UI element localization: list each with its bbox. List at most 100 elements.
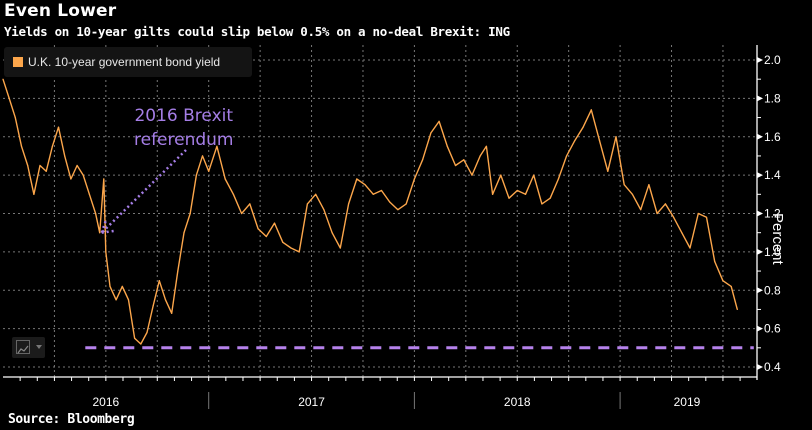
y-tick-marker [757,172,763,179]
chart-subtitle: Yields on 10-year gilts could slip below… [4,24,510,39]
data-point [389,201,391,203]
data-point [20,145,23,147]
data-point [524,193,527,195]
data-point [171,312,173,314]
data-point [623,184,625,186]
data-point [134,337,136,339]
x-tick-label: 2016 [92,395,119,409]
y-tick-label: 0.4 [764,360,781,374]
data-point [598,139,601,142]
data-point [273,222,276,224]
data-point [2,78,4,80]
y-tick-marker [757,210,763,217]
data-point [356,178,358,180]
data-point [189,212,191,215]
data-point [689,247,691,249]
data-point [491,193,494,195]
data-point [140,343,142,345]
data-point [347,203,350,205]
data-point [115,299,117,301]
data-point [265,235,267,238]
data-point [446,145,448,147]
data-point [372,193,374,195]
y-tick-label: 1.8 [764,91,781,105]
data-point [146,331,148,334]
y-tick-marker [757,133,763,140]
data-point [88,193,90,195]
data-point [158,280,160,282]
data-point [397,209,399,211]
y-tick-marker [757,364,763,370]
x-tick-label: 2017 [298,395,325,409]
data-point [574,139,576,142]
chart-title: Even Lower [4,1,117,21]
annotation-label: 2016 Brexit referendum [134,104,234,152]
data-point [557,178,559,180]
data-point [339,247,341,249]
axes: 2.0 1.8 1.6 1.4 1.2 1.0 0.8 0.6 0.4 2016 2017 2018 2… [3,45,781,409]
data-point [430,132,432,134]
data-point [380,189,383,192]
data-point [323,209,325,211]
data-point [94,212,97,215]
data-point [681,232,683,234]
data-point [463,159,465,161]
data-point [306,203,309,205]
data-point [422,159,424,161]
data-point [533,174,535,176]
data-point [722,280,724,282]
data-point [705,216,708,218]
data-point [177,270,179,272]
grid-lines [3,45,757,377]
data-point [241,212,243,215]
data-point [183,232,185,234]
legend-swatch [13,57,23,67]
data-point [103,178,105,180]
chevron-down-icon [36,345,42,349]
data-point [549,197,551,199]
y-tick-marker [757,95,763,102]
y-axis-label: Percent [769,213,786,265]
data-point [249,203,251,205]
y-tick-label: 1.6 [764,130,781,144]
y-tick-marker [757,325,763,332]
data-point [164,299,167,301]
data-point [127,299,130,301]
data-point [208,170,210,172]
annotation-arrow-layer [100,149,187,234]
data-point [195,174,197,176]
y-tick-label: 1.0 [764,245,781,259]
data-point [64,155,66,157]
data-point [232,193,234,195]
data-point [508,197,510,199]
data-point [152,305,154,307]
y-tick-label: 1.2 [764,207,781,221]
data-point [471,174,473,176]
data-point [8,97,10,99]
data-point [664,203,666,205]
line-chart-icon [16,340,30,354]
data-point [298,251,300,253]
data-point [331,232,333,234]
y-tick-label: 1.4 [764,168,781,182]
annotation-line-2: referendum [134,130,234,150]
data-point [290,247,292,249]
data-point [648,184,650,186]
data-point [315,193,317,195]
data-point [500,174,502,176]
data-point [607,170,609,172]
data-point [736,308,738,311]
data-point [714,260,716,263]
data-point [282,241,284,243]
data-point [105,251,107,253]
y-tick-label: 2.0 [764,53,781,67]
data-point [99,232,101,234]
data-point [438,120,440,122]
data-point [656,212,658,215]
data-point [33,193,35,195]
chart-type-button[interactable] [12,337,45,358]
annotation-line-1: 2016 Brexit [134,106,234,126]
y-tick-label: 0.8 [764,283,781,297]
data-point [479,155,481,157]
data-point [566,155,568,157]
